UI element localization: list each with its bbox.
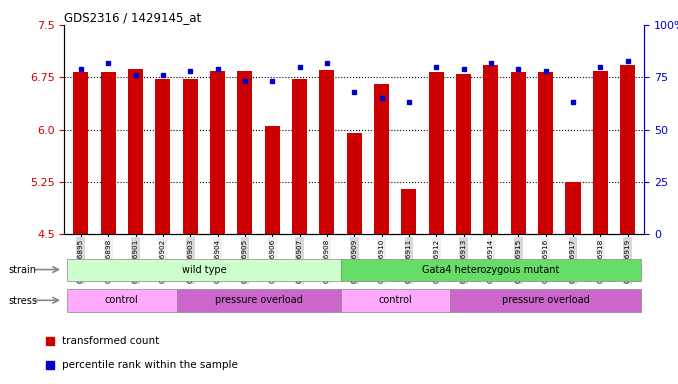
Bar <box>456 74 471 234</box>
Text: pressure overload: pressure overload <box>502 295 590 306</box>
Text: pressure overload: pressure overload <box>215 295 302 306</box>
Bar <box>292 79 307 234</box>
Bar <box>176 289 340 312</box>
Bar <box>346 133 362 234</box>
Bar <box>450 289 641 312</box>
Text: GDS2316 / 1429145_at: GDS2316 / 1429145_at <box>64 11 201 24</box>
Bar <box>565 182 580 234</box>
Bar <box>340 258 641 281</box>
Text: transformed count: transformed count <box>62 336 159 346</box>
Bar <box>593 71 608 234</box>
Bar <box>428 73 444 234</box>
Bar <box>620 65 635 234</box>
Bar <box>511 73 526 234</box>
Bar <box>67 289 176 312</box>
Bar <box>237 71 252 234</box>
Bar <box>538 73 553 234</box>
Bar <box>155 79 170 234</box>
Text: strain: strain <box>8 265 36 275</box>
Bar <box>374 84 389 234</box>
Bar <box>483 65 498 234</box>
Text: Gata4 heterozygous mutant: Gata4 heterozygous mutant <box>422 265 559 275</box>
Bar <box>264 126 280 234</box>
Bar <box>100 73 116 234</box>
Bar <box>128 69 143 234</box>
Text: control: control <box>378 295 412 306</box>
Text: wild type: wild type <box>182 265 226 275</box>
Bar <box>210 71 225 234</box>
Bar <box>319 70 334 234</box>
Bar <box>340 289 450 312</box>
Text: percentile rank within the sample: percentile rank within the sample <box>62 360 237 370</box>
Bar <box>401 189 416 234</box>
Bar <box>73 73 88 234</box>
Bar <box>182 79 198 234</box>
Bar <box>67 258 340 281</box>
Text: stress: stress <box>8 296 37 306</box>
Text: control: control <box>105 295 139 306</box>
